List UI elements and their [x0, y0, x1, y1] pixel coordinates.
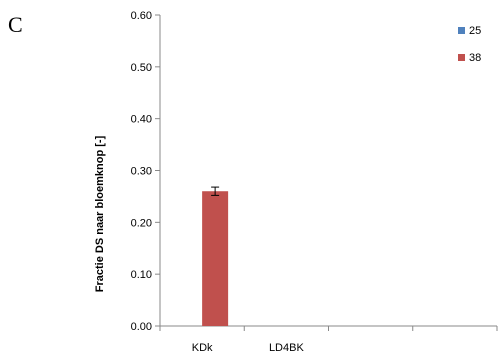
y-tick-label: 0.20: [131, 217, 152, 229]
x-tick-label: LD4BK: [269, 342, 305, 354]
y-tick-label: 0.40: [131, 114, 152, 126]
y-tick-label: 0.30: [131, 166, 152, 178]
y-tick-label: 0.00: [131, 321, 152, 333]
legend-swatch: [458, 27, 465, 34]
legend-label: 25: [469, 25, 481, 37]
x-tick-label: KDk: [192, 342, 213, 354]
bar: [202, 191, 229, 326]
bars: [202, 186, 229, 326]
x-axis: KDk LD4BK: [159, 325, 498, 354]
y-axis: 0.00 0.10 0.20 0.30 0.40 0.50 0.60: [131, 10, 161, 333]
legend-label: 38: [469, 52, 481, 64]
y-tick-label: 0.60: [131, 10, 152, 22]
y-axis-label: Fractie DS naar bloemknop [-]: [94, 135, 106, 292]
y-tick-label: 0.50: [131, 62, 152, 74]
panel-letter: C: [8, 12, 23, 37]
y-tick-label: 0.10: [131, 269, 152, 281]
legend-swatch: [458, 54, 465, 61]
legend: 25 38: [458, 25, 481, 64]
